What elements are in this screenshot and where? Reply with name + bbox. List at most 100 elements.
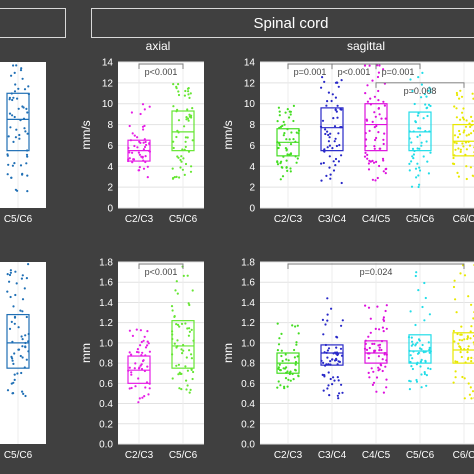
data-point — [453, 141, 456, 144]
data-point — [13, 373, 16, 376]
data-point — [175, 87, 178, 90]
p-value-label: p=0.024 — [360, 267, 393, 277]
data-point — [142, 339, 145, 342]
data-point — [142, 167, 146, 170]
data-point — [128, 351, 131, 354]
data-point — [146, 340, 149, 343]
data-point — [277, 380, 280, 383]
data-point — [171, 377, 174, 380]
data-point — [327, 371, 330, 374]
data-point — [326, 349, 329, 352]
data-point — [280, 354, 283, 358]
data-point — [366, 153, 369, 156]
data-point — [461, 375, 464, 379]
data-point — [286, 153, 289, 156]
data-point — [289, 143, 293, 146]
data-point — [6, 389, 10, 392]
data-point — [373, 111, 376, 114]
data-point — [423, 319, 426, 322]
data-point — [15, 128, 18, 131]
data-point — [459, 118, 462, 121]
data-point — [329, 377, 332, 381]
data-point — [288, 138, 291, 141]
data-point — [19, 69, 23, 72]
data-point — [184, 322, 187, 325]
data-point — [170, 305, 174, 308]
data-point — [369, 331, 372, 334]
data-point — [180, 155, 183, 158]
data-point — [278, 337, 281, 340]
data-point — [172, 140, 175, 143]
data-point — [336, 394, 339, 397]
data-point — [25, 277, 28, 280]
data-point — [9, 126, 12, 129]
data-point — [130, 371, 133, 374]
y-tick-label: 1.4 — [99, 298, 113, 309]
y-tick-label: 1.0 — [99, 338, 113, 349]
data-point — [186, 369, 189, 372]
x-tick-label: C4/C5 — [362, 214, 391, 225]
data-point — [428, 346, 431, 349]
data-point — [373, 95, 376, 98]
data-point — [411, 89, 414, 93]
data-point — [363, 64, 367, 67]
data-point — [456, 360, 459, 363]
data-point — [429, 88, 432, 91]
data-point — [366, 157, 369, 160]
x-tick-label: C2/C3 — [274, 450, 303, 461]
y-tick-label: 10 — [244, 99, 256, 110]
data-point — [188, 327, 191, 330]
data-point — [331, 383, 334, 386]
data-point — [284, 147, 287, 150]
data-point — [11, 392, 14, 395]
data-point — [190, 357, 193, 360]
data-point — [409, 78, 412, 81]
y-tick-label: 14 — [244, 58, 256, 69]
data-point — [377, 71, 380, 74]
data-point — [172, 83, 175, 86]
data-point — [295, 341, 298, 344]
data-point — [282, 120, 285, 123]
data-point — [458, 129, 461, 133]
data-point — [378, 346, 381, 349]
data-point — [323, 375, 326, 378]
data-point — [141, 103, 145, 106]
data-point — [330, 307, 333, 310]
data-point — [460, 325, 463, 328]
data-point — [144, 155, 147, 158]
data-point — [337, 85, 340, 88]
data-point — [384, 168, 387, 171]
data-point — [331, 358, 334, 361]
data-point — [462, 107, 465, 110]
data-point — [364, 92, 367, 95]
data-point — [459, 272, 462, 275]
data-point — [326, 313, 329, 316]
y-tick-label: 0.8 — [99, 359, 113, 370]
data-point — [187, 93, 190, 96]
data-point — [338, 392, 341, 395]
y-tick-label: 12 — [102, 78, 114, 89]
data-point — [286, 385, 289, 388]
data-point — [411, 155, 414, 158]
data-point — [276, 163, 280, 166]
data-point — [328, 155, 331, 158]
data-point — [419, 127, 422, 130]
data-point — [367, 335, 370, 338]
data-point — [463, 397, 466, 400]
data-point — [141, 351, 144, 354]
data-point — [455, 107, 458, 110]
data-point — [329, 173, 332, 176]
data-point — [384, 309, 387, 313]
box-C5/C6 — [171, 110, 195, 152]
data-point — [279, 178, 282, 181]
data-point — [331, 93, 334, 96]
data-point — [321, 76, 324, 79]
partial-bottom-plot: C5/C6 — [0, 262, 46, 461]
data-point — [146, 365, 149, 368]
data-point — [141, 125, 145, 128]
data-point — [365, 348, 369, 351]
data-point — [294, 325, 297, 328]
data-point — [377, 355, 380, 358]
y-tick-label: 0.0 — [99, 440, 113, 451]
